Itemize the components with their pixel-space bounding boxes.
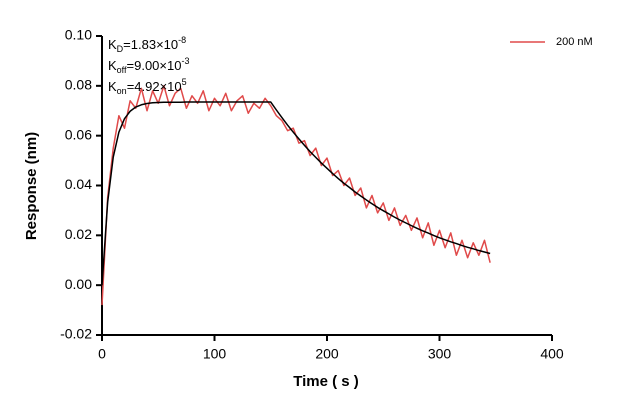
y-tick-label: 0.00 bbox=[65, 276, 92, 292]
annotation-text: =1.83×10 bbox=[123, 37, 178, 52]
y-tick-label: -0.02 bbox=[60, 326, 92, 342]
annotation: Koff=9.00×10-3 bbox=[108, 56, 189, 75]
legend-label: 200 nM bbox=[556, 36, 593, 48]
y-tick-label: 0.02 bbox=[65, 226, 92, 242]
y-tick-label: 0.04 bbox=[65, 176, 92, 192]
y-axis-title: Response (nm) bbox=[23, 132, 40, 240]
annotation-sup: 5 bbox=[182, 77, 187, 87]
annotation: Kon=4.92×105 bbox=[108, 77, 187, 96]
annotation-text: =4.92×10 bbox=[127, 79, 182, 94]
x-tick-label: 400 bbox=[540, 346, 564, 362]
annotation-sub: off bbox=[117, 65, 127, 75]
x-tick-label: 0 bbox=[98, 346, 106, 362]
annotation-base: K bbox=[108, 58, 117, 73]
annotation-sup: -8 bbox=[178, 35, 186, 45]
y-tick-label: 0.10 bbox=[65, 27, 92, 43]
annotation: KD=1.83×10-8 bbox=[108, 35, 186, 54]
annotation-base: K bbox=[108, 37, 117, 52]
annotation-sub: D bbox=[117, 44, 124, 54]
y-tick-label: 0.08 bbox=[65, 77, 92, 93]
x-tick-label: 300 bbox=[428, 346, 452, 362]
x-tick-label: 200 bbox=[315, 346, 339, 362]
annotation-sub: on bbox=[117, 86, 127, 96]
y-tick-label: 0.06 bbox=[65, 126, 92, 142]
data-line bbox=[101, 85, 491, 306]
annotation-sup: -3 bbox=[181, 56, 189, 66]
fit-line bbox=[101, 101, 491, 286]
annotation-base: K bbox=[108, 79, 117, 94]
x-axis-title: Time ( s ) bbox=[293, 373, 359, 390]
x-tick-label: 100 bbox=[203, 346, 227, 362]
annotation-text: =9.00×10 bbox=[127, 58, 182, 73]
